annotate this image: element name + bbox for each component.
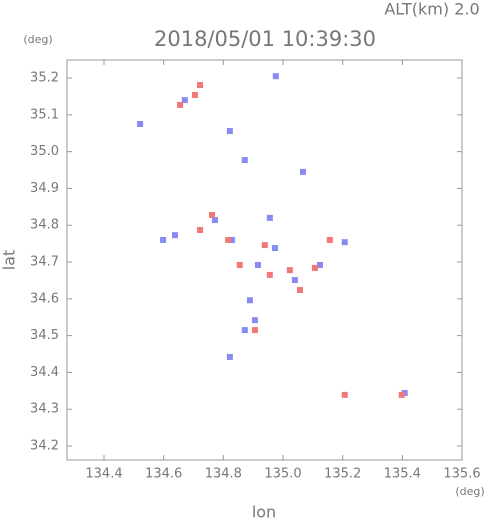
echo-point [261,242,268,249]
y-tick-label: 34.4 [30,365,59,380]
echo-point [286,267,293,274]
x-unit: (deg) [455,485,484,498]
x-axis-label: lon [252,503,276,521]
echo-point [341,391,348,398]
y-axis-label: lat [0,250,19,271]
echo-point [191,91,198,98]
y-unit: (deg) [23,33,52,46]
x-tick-label: 135.4 [384,467,421,482]
x-tick-label: 134.4 [85,467,122,482]
echo-point [316,261,323,268]
echo-point [398,391,405,398]
y-tick-label: 34.3 [30,402,59,417]
echo-point [226,353,233,360]
x-tick-label: 135.0 [264,467,301,482]
echo-point [299,168,306,175]
chart-title: 2018/05/01 10:39:30 [154,27,376,51]
x-tick-label: 134.6 [145,467,182,482]
echo-point [341,239,348,246]
echo-point [208,211,215,218]
echo-point [266,271,273,278]
echo-point [326,236,333,243]
y-tick-label: 34.7 [30,255,59,270]
echo-point [297,286,304,293]
y-tick-label: 34.8 [30,218,59,233]
x-tick-label: 135.6 [443,467,480,482]
echo-point [266,214,273,221]
echo-point [251,317,258,324]
y-tick-label: 34.6 [30,291,59,306]
echo-point [246,297,253,304]
echo-point [225,236,232,243]
y-tick-label: 34.2 [30,439,59,454]
echo-point [211,217,218,224]
echo-point [251,327,258,334]
echo-point [171,232,178,239]
y-tick-label: 35.2 [30,71,59,86]
echo-point [197,82,204,89]
y-tick-label: 34.9 [30,181,59,196]
y-tick-label: 35.0 [30,144,59,159]
echo-point [236,261,243,268]
echo-point [160,236,167,243]
x-tick-label: 135.2 [324,467,361,482]
echo-point [241,327,248,334]
chart-subtitle: ALT(km) 2.0 [384,0,479,19]
echo-point [228,236,235,243]
echo-point [311,264,318,271]
echo-point [291,277,298,284]
y-tick-label: 35.1 [30,107,59,122]
echo-point [137,121,144,128]
echo-point [241,157,248,164]
echo-point [271,245,278,252]
echo-point [254,261,261,268]
x-tick-label: 134.8 [205,467,242,482]
y-tick-label: 34.5 [30,328,59,343]
echo-point [272,73,279,80]
echo-point [181,97,188,104]
echo-point [197,227,204,234]
echo-point [177,101,184,108]
echo-point [226,128,233,135]
plot-frame [66,59,463,461]
